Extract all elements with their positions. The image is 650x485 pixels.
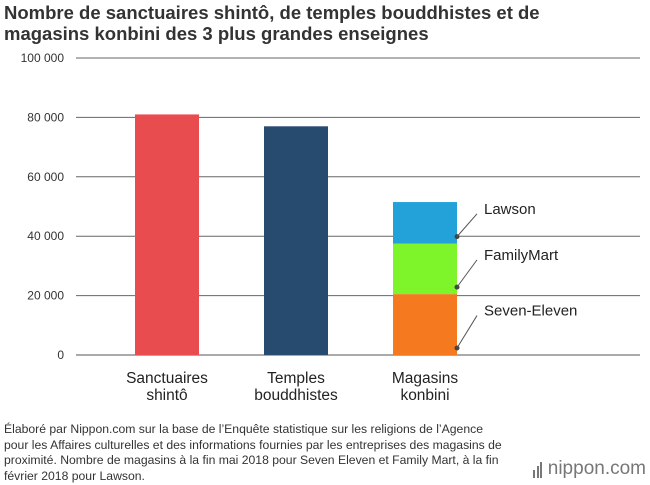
- segment-label: Lawson: [484, 201, 536, 218]
- y-tick-label: 60 000: [27, 170, 64, 184]
- segment-label: FamilyMart: [484, 247, 559, 264]
- chart-title: Nombre de sanctuaires shintô, de temples…: [4, 2, 540, 44]
- x-category-label: bouddhistes: [254, 387, 338, 404]
- x-category-label: konbini: [400, 387, 449, 404]
- x-category-label: shintô: [146, 387, 187, 404]
- segment-leader-line: [456, 213, 478, 237]
- segment-label: Seven-Eleven: [484, 303, 577, 320]
- y-tick-label: 20 000: [27, 289, 64, 303]
- bars: [135, 114, 457, 356]
- source-footnote: Élaboré par Nippon.com sur la base de l’…: [4, 422, 502, 483]
- bar: [135, 114, 199, 356]
- x-category-label: Sanctuaires: [126, 370, 208, 387]
- segment-annotations: Seven-Eleven FamilyMart Lawson: [454, 201, 577, 351]
- segment-leader-line: [456, 315, 478, 349]
- bar: [264, 126, 328, 355]
- y-tick-label: 80 000: [27, 110, 64, 124]
- bar-segment: [393, 202, 457, 244]
- y-tick-label: 0: [57, 348, 64, 362]
- y-tick-label: 100 000: [21, 51, 65, 65]
- x-category-label: Temples: [267, 370, 325, 387]
- x-category-label: Magasins: [392, 370, 459, 387]
- logo-text: nippon.com: [547, 458, 646, 479]
- bar-segment: [393, 243, 457, 295]
- logo-bars-icon: [533, 460, 544, 478]
- nippon-logo: nippon.com: [533, 458, 646, 480]
- segment-leader-line: [456, 259, 478, 288]
- y-tick-label: 40 000: [27, 229, 64, 243]
- bar-segment: [393, 294, 457, 355]
- y-axis-ticks: 0 20 000 40 000 60 000 80 000 100 000: [21, 51, 65, 362]
